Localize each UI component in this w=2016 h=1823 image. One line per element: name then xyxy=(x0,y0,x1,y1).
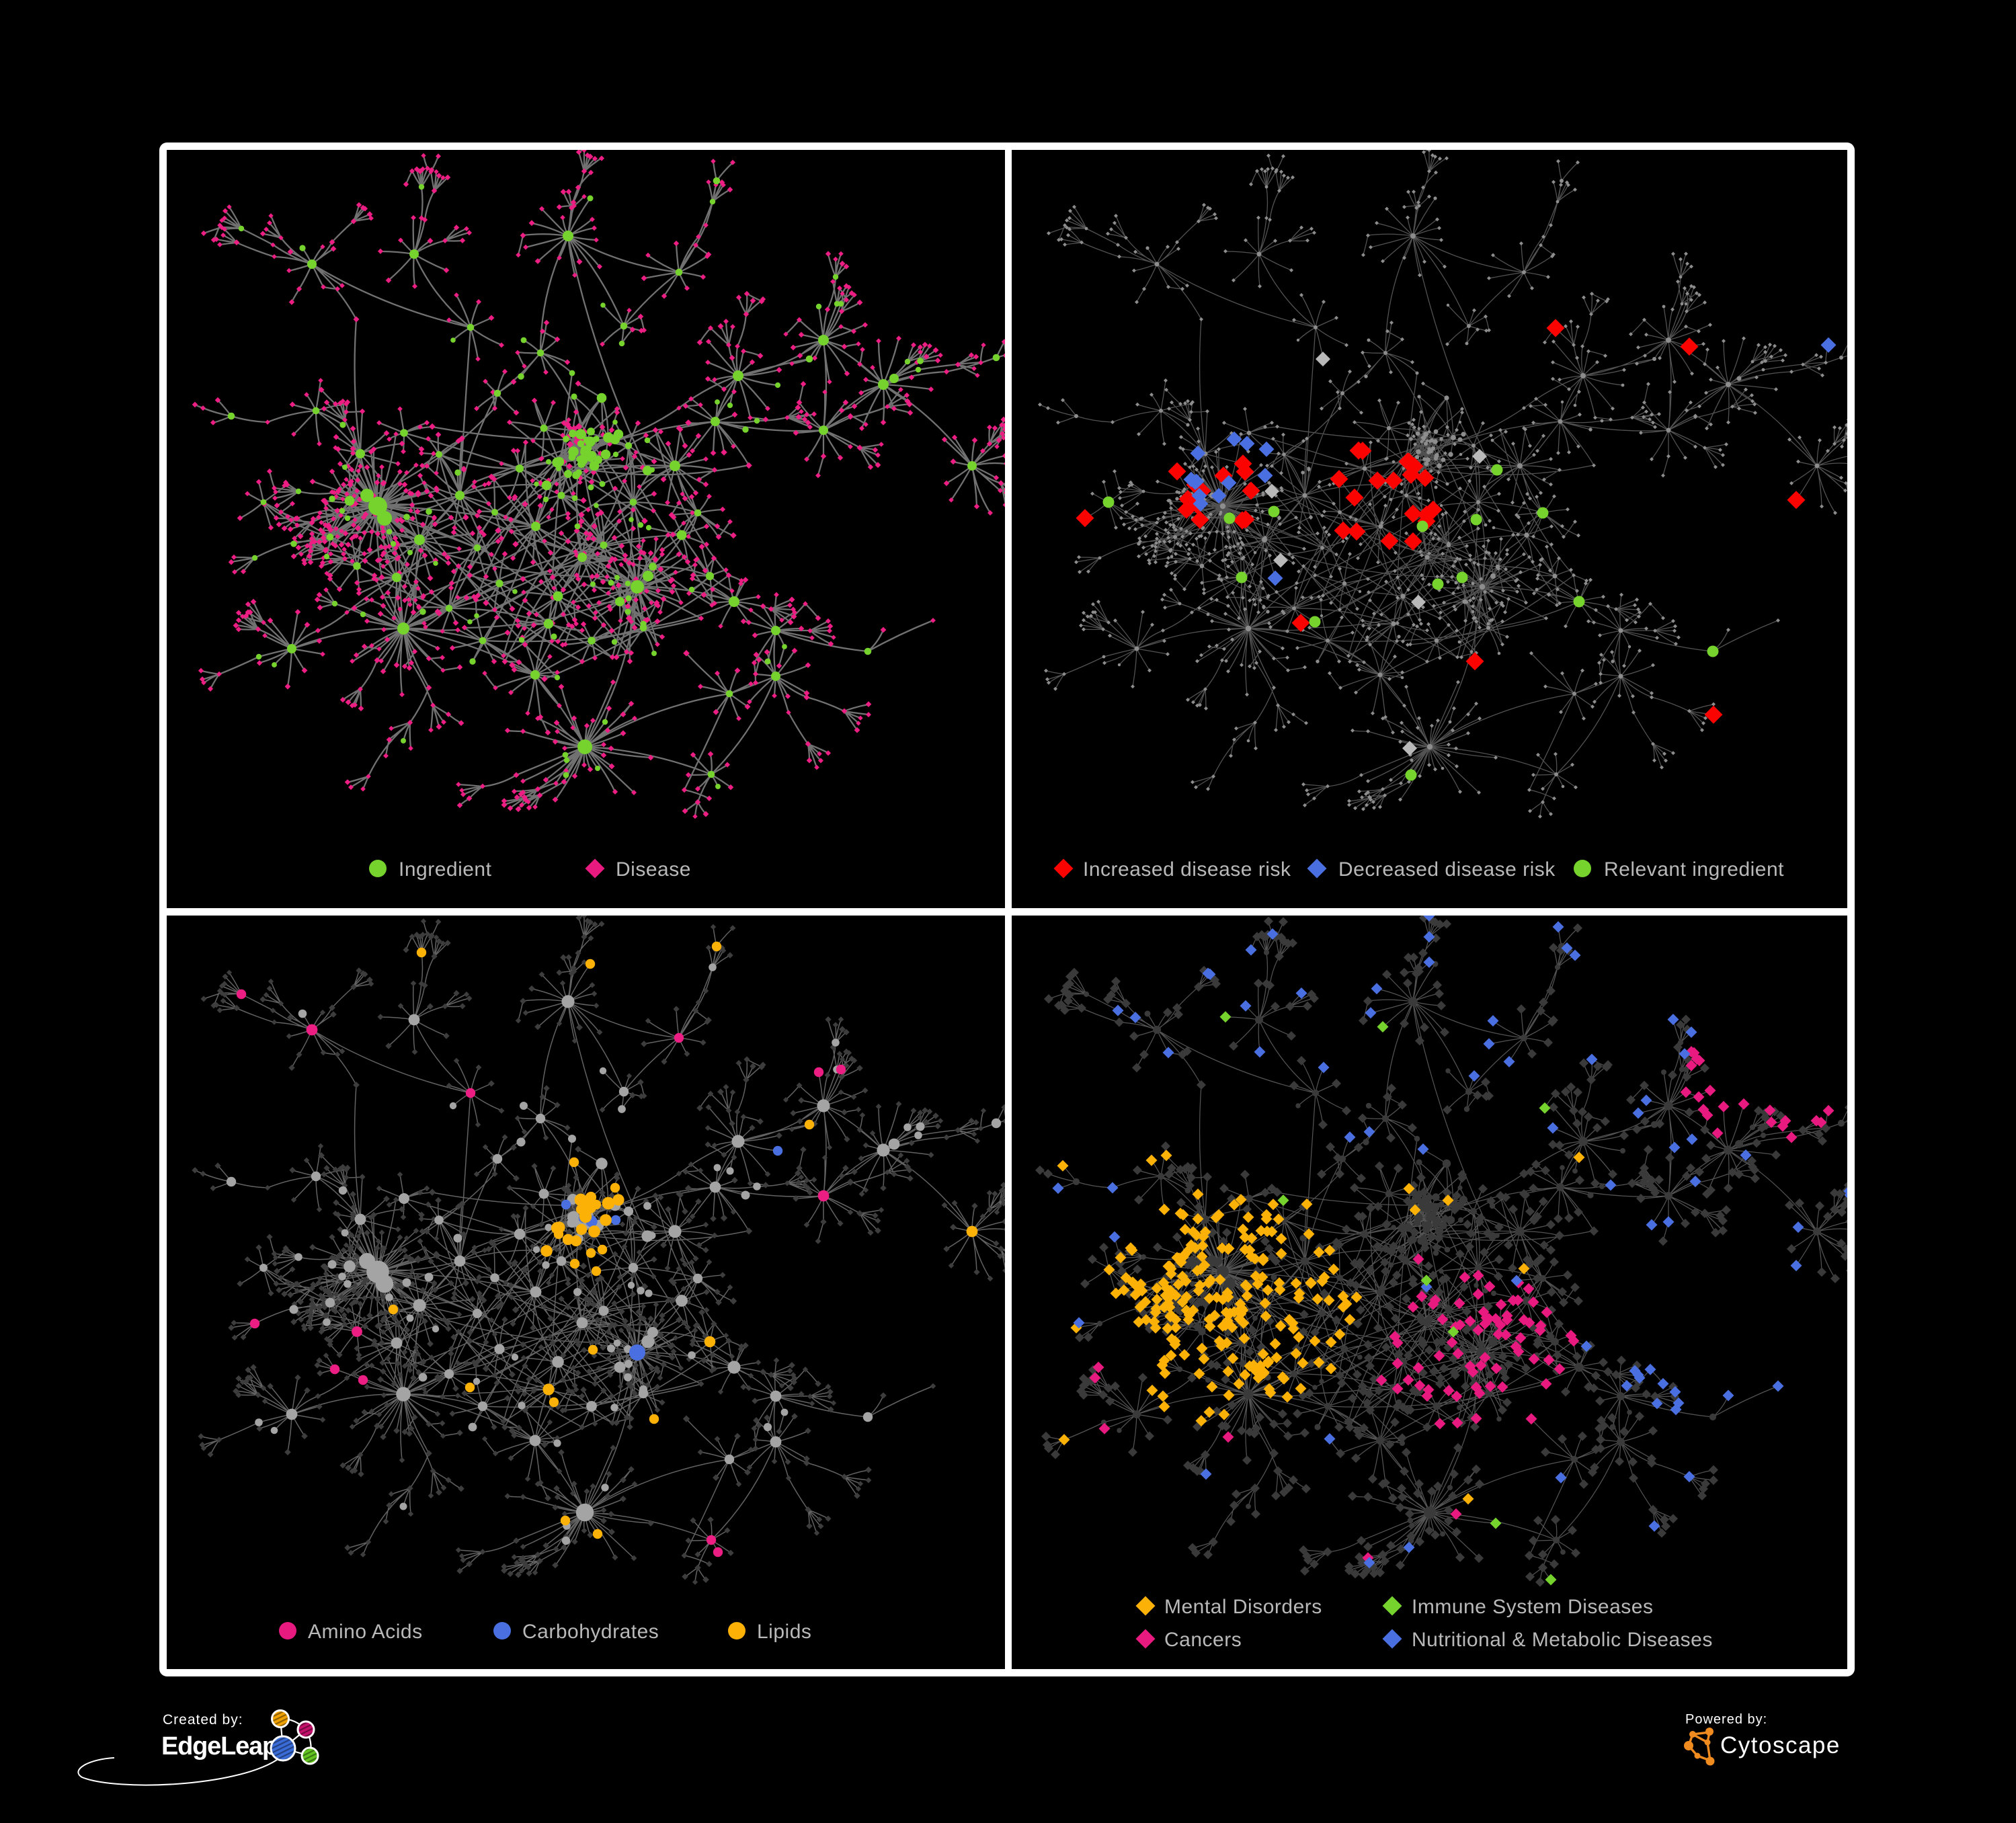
svg-text:Nutritional & Metabolic Diseas: Nutritional & Metabolic Diseases xyxy=(1412,1629,1713,1651)
svg-text:Cancers: Cancers xyxy=(1164,1629,1242,1651)
svg-text:Lipids: Lipids xyxy=(757,1621,811,1643)
svg-text:Immune System Diseases: Immune System Diseases xyxy=(1412,1596,1653,1618)
svg-text:Powered by:: Powered by: xyxy=(1685,1712,1767,1727)
svg-text:Increased disease risk: Increased disease risk xyxy=(1083,858,1291,881)
svg-text:Ingredient: Ingredient xyxy=(399,858,492,881)
svg-text:Decreased disease risk: Decreased disease risk xyxy=(1338,858,1556,881)
svg-text:Mental Disorders: Mental Disorders xyxy=(1164,1596,1322,1618)
svg-text:Disease: Disease xyxy=(616,858,691,881)
svg-text:Amino Acids: Amino Acids xyxy=(308,1621,423,1643)
svg-text:Created by:: Created by: xyxy=(163,1712,243,1728)
svg-text:Carbohydrates: Carbohydrates xyxy=(522,1621,659,1643)
svg-text:EdgeLeap: EdgeLeap xyxy=(161,1732,277,1760)
svg-text:Cytoscape: Cytoscape xyxy=(1720,1732,1841,1758)
svg-text:Relevant ingredient: Relevant ingredient xyxy=(1604,858,1784,881)
